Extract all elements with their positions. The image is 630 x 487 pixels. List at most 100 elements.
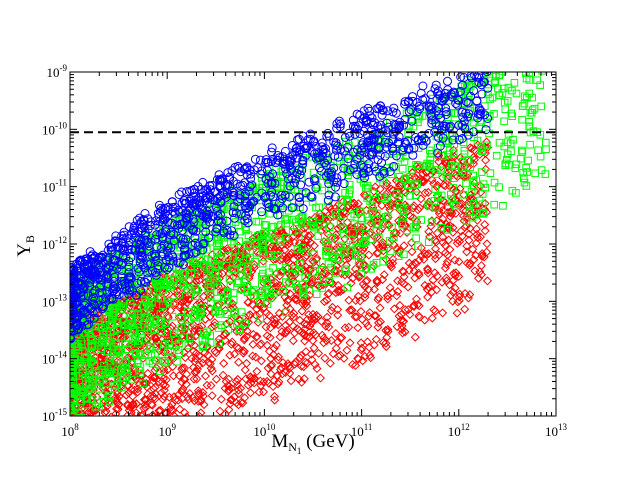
data-point-square (71, 383, 79, 392)
data-point-diamond (481, 155, 491, 165)
data-point-square (102, 379, 111, 388)
data-point-square (258, 243, 267, 252)
data-point-square (106, 367, 115, 376)
data-point-square (530, 60, 537, 67)
data-point-diamond (444, 235, 454, 245)
data-point-square (119, 362, 128, 371)
data-point-circle (455, 86, 465, 96)
data-point-square (462, 179, 470, 188)
data-point-diamond (90, 422, 98, 430)
data-point-square (445, 146, 454, 155)
data-point-diamond (148, 439, 156, 447)
data-point-square (136, 327, 144, 335)
data-point-diamond (66, 470, 74, 478)
data-point-square (486, 95, 494, 103)
data-point-diamond (462, 258, 472, 268)
data-point-diamond (82, 431, 90, 439)
data-point-diamond (213, 281, 223, 291)
data-point-square (175, 349, 183, 358)
data-point-diamond (214, 344, 224, 354)
data-point-circle (104, 294, 114, 304)
data-point-diamond (79, 470, 87, 478)
data-point-diamond (375, 303, 385, 313)
data-point-diamond (280, 367, 290, 378)
data-point-square (153, 342, 161, 351)
data-point-square (128, 360, 136, 368)
data-point-circle (294, 192, 304, 202)
data-point-circle (201, 196, 210, 205)
data-point-diamond (88, 426, 96, 434)
data-point-diamond (81, 457, 89, 465)
data-point-diamond (82, 445, 90, 453)
data-point-square (309, 168, 318, 177)
data-point-diamond (228, 303, 238, 313)
data-point-square (529, 127, 538, 135)
data-point-diamond (306, 318, 317, 328)
data-point-diamond (291, 228, 301, 238)
data-point-diamond (465, 223, 475, 233)
data-point-diamond (342, 217, 352, 227)
data-point-diamond (258, 387, 269, 397)
data-point-circle (475, 109, 485, 119)
data-point-diamond (406, 238, 417, 248)
data-point-circle (463, 130, 473, 140)
data-point-diamond (96, 460, 104, 468)
data-point-diamond (180, 295, 190, 305)
data-point-diamond (255, 340, 265, 350)
data-point-diamond (126, 408, 136, 416)
data-point-diamond (126, 293, 136, 303)
data-point-diamond (77, 432, 85, 440)
data-point-diamond (161, 328, 171, 338)
data-point-diamond (383, 294, 393, 304)
data-point-diamond (67, 468, 75, 476)
data-point-square (174, 327, 183, 335)
data-point-square (211, 260, 219, 268)
data-point-circle (182, 187, 192, 197)
data-point-circle (91, 259, 101, 269)
data-point-circle (136, 254, 145, 264)
data-point-square (93, 380, 101, 389)
data-point-square (297, 219, 306, 228)
data-point-circle (339, 179, 349, 189)
data-point-diamond (74, 458, 82, 466)
data-point-circle (331, 182, 341, 192)
data-point-circle (140, 209, 150, 218)
data-point-diamond (396, 310, 406, 320)
data-point-diamond (71, 464, 79, 472)
data-point-diamond (168, 371, 178, 381)
data-point-square (523, 93, 531, 102)
data-point-circle (240, 191, 250, 201)
data-point-square (388, 223, 396, 232)
data-point-diamond (100, 423, 108, 431)
data-point-circle (297, 166, 307, 176)
data-point-diamond (389, 304, 399, 314)
data-point-circle (431, 80, 441, 90)
data-point-diamond (220, 409, 230, 416)
data-point-diamond (245, 388, 256, 398)
data-point-diamond (113, 425, 121, 433)
data-point-diamond (111, 451, 119, 459)
data-point-circle (118, 237, 128, 247)
data-point-diamond (143, 291, 153, 302)
data-point-diamond (137, 411, 147, 416)
data-point-square (339, 230, 348, 238)
data-point-diamond (80, 442, 88, 450)
data-point-diamond (424, 249, 434, 259)
data-point-diamond (75, 470, 83, 478)
data-point-square (128, 375, 136, 384)
data-point-circle (161, 225, 171, 235)
data-point-diamond (236, 383, 246, 393)
data-point-diamond (251, 352, 261, 362)
data-point-diamond (423, 268, 433, 278)
data-point-circle (332, 173, 342, 183)
data-point-square (157, 327, 166, 336)
data-point-diamond (178, 421, 186, 429)
data-point-diamond (215, 406, 225, 416)
data-point-diamond (75, 468, 83, 476)
data-point-diamond (470, 266, 480, 276)
data-point-square (345, 181, 354, 189)
data-point-diamond (468, 244, 478, 254)
data-point-diamond (355, 260, 365, 270)
data-point-square (524, 53, 531, 60)
data-point-diamond (477, 251, 487, 262)
